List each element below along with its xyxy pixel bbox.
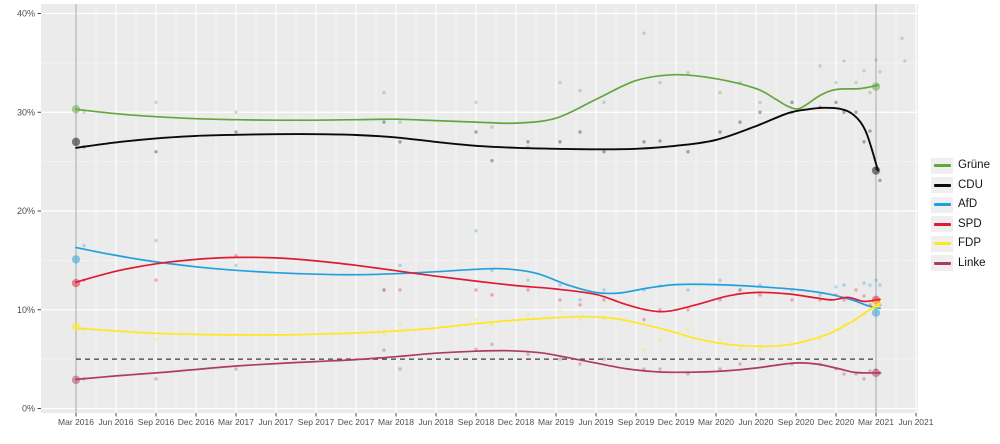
legend-key-cdu — [931, 177, 953, 194]
y-tick-label: 0% — [22, 404, 35, 414]
x-tick-label: Jun 2016 — [99, 417, 134, 427]
x-tick-label: Jun 2020 — [739, 417, 774, 427]
trend-line-cdu — [75, 106, 879, 172]
election-result-linke — [871, 368, 881, 378]
election-result-points — [71, 82, 881, 385]
legend-label-gruene: Grüne — [958, 159, 990, 171]
x-tick-label: Mar 2019 — [538, 417, 574, 427]
election-result-spd — [71, 278, 81, 288]
y-tick-label: 40% — [17, 9, 35, 19]
legend-item-cdu: CDU — [931, 176, 990, 196]
trend-line-linke — [75, 349, 881, 381]
election-result-grüne — [71, 105, 81, 114]
x-tick-label: Sep 2019 — [618, 417, 655, 427]
election-result-afd — [871, 308, 881, 317]
x-tick-label: Jun 2019 — [579, 417, 614, 427]
x-tick-label: Dec 2019 — [658, 417, 695, 427]
legend-label-cdu: CDU — [958, 178, 983, 191]
y-tick-label: 20% — [17, 206, 35, 216]
x-tick-label: Mar 2018 — [378, 417, 414, 427]
y-axis: 0% 10% 20% 30% 40% — [17, 9, 41, 414]
legend-label-afd: AfD — [958, 198, 978, 210]
x-tick-label: Mar 2017 — [218, 417, 254, 427]
legend-item-linke: Linke — [931, 254, 990, 274]
x-tick-label: Mar 2016 — [58, 417, 94, 427]
election-result-linke — [71, 375, 81, 385]
x-tick-label: Dec 2017 — [338, 417, 375, 427]
trend-line-grüne — [75, 73, 879, 125]
x-tick-label: Jun 2021 — [899, 417, 934, 427]
x-tick-label: Jun 2017 — [259, 417, 294, 427]
x-tick-label: Dec 2018 — [498, 417, 535, 427]
legend-key-spd — [931, 216, 953, 233]
election-date-lines — [75, 4, 877, 413]
legend-label-fdp: FDP — [958, 237, 981, 249]
election-result-fdp — [871, 300, 881, 310]
x-tick-label: Mar 2021 — [858, 417, 894, 427]
legend-key-fdp — [931, 235, 953, 252]
x-axis: Mar 2016 Jun 2016 Sep 2016 Dec 2016 Mar 2017… — [58, 413, 934, 427]
y-tick-label: 10% — [17, 305, 35, 315]
legend-item-afd: AfD — [931, 195, 990, 215]
legend-key-gruene — [931, 157, 953, 174]
election-result-cdu — [871, 166, 881, 175]
election-result-fdp — [71, 322, 81, 331]
x-tick-label: Mar 2020 — [698, 417, 734, 427]
election-result-cdu — [71, 137, 81, 147]
legend-key-afd — [931, 196, 953, 213]
legend-item-fdp: FDP — [931, 234, 990, 254]
x-tick-label: Jun 2018 — [419, 417, 454, 427]
x-tick-label: Dec 2016 — [178, 417, 215, 427]
legend-item-spd: SPD — [931, 215, 990, 235]
x-tick-label: Sep 2018 — [458, 417, 495, 427]
election-result-grüne — [871, 82, 881, 91]
legend-label-linke: Linke — [958, 256, 986, 269]
trend-lines — [75, 73, 881, 381]
legend-key-linke — [931, 255, 953, 272]
x-tick-label: Dec 2020 — [818, 417, 855, 427]
legend: Grüne CDU AfD SPD FDP Linke — [931, 156, 990, 273]
legend-item-gruene: Grüne — [931, 156, 990, 176]
poll-points — [82, 31, 907, 381]
legend-label-spd: SPD — [958, 217, 982, 230]
plot-panel — [41, 4, 918, 413]
x-tick-label: Sep 2020 — [778, 417, 815, 427]
election-result-afd — [71, 255, 81, 264]
trend-line-spd — [75, 256, 881, 313]
trend-line-afd — [75, 246, 881, 310]
grid-minor — [41, 4, 918, 413]
x-tick-label: Sep 2017 — [298, 417, 335, 427]
x-tick-label: Sep 2016 — [138, 417, 175, 427]
trend-line-fdp — [75, 302, 881, 348]
y-tick-label: 30% — [17, 107, 35, 117]
